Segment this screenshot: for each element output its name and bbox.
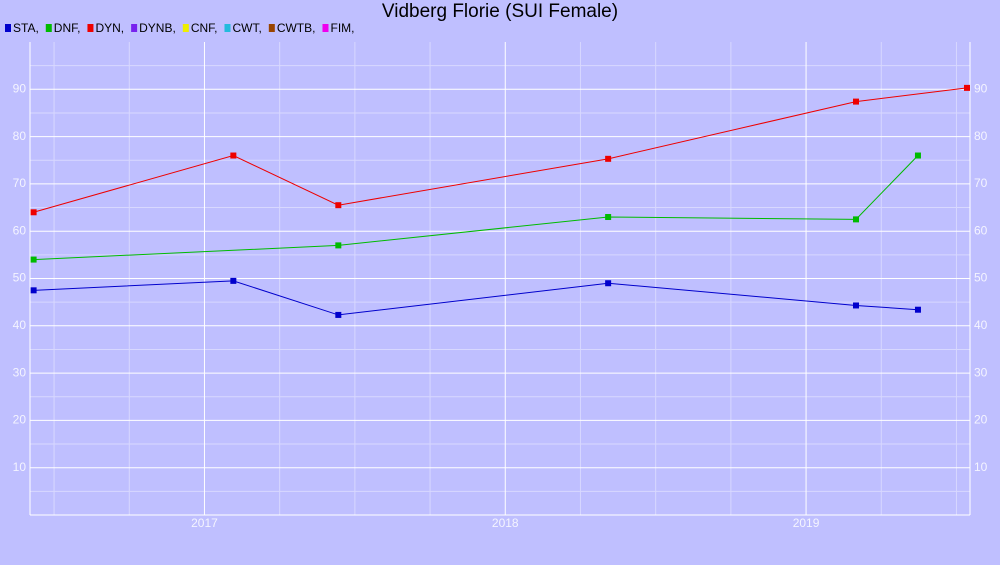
point <box>963 84 970 91</box>
y2-tick-label: 70 <box>974 176 988 190</box>
x-tick-label: 2017 <box>191 516 218 530</box>
y2-tick-label: 20 <box>974 413 988 427</box>
y-tick-label: 90 <box>13 81 27 95</box>
y-tick-label: 30 <box>13 365 27 379</box>
point <box>852 98 859 105</box>
series-line <box>33 87 968 213</box>
legend-swatch <box>182 24 189 32</box>
legend-label: DYNB, <box>139 21 176 35</box>
legend-swatch <box>131 24 138 32</box>
legend-swatch <box>45 24 52 32</box>
legend-swatch <box>5 24 11 32</box>
legend-label: DYN, <box>95 21 124 35</box>
point <box>335 242 342 249</box>
point <box>914 152 921 159</box>
point <box>605 214 612 221</box>
legend-label: CNF, <box>191 21 218 35</box>
point <box>605 280 612 287</box>
y-tick-label: 70 <box>13 176 27 190</box>
y-tick-label: 40 <box>13 318 27 332</box>
legend-label: STA, <box>13 21 39 35</box>
legend-label: CWT, <box>232 21 261 35</box>
point <box>230 152 237 159</box>
point <box>335 311 342 318</box>
y2-tick-label: 60 <box>974 223 988 237</box>
y-tick-label: 50 <box>13 271 27 285</box>
point <box>30 209 37 216</box>
point <box>335 202 342 209</box>
point <box>914 306 921 313</box>
y2-tick-label: 10 <box>974 460 988 474</box>
series-line <box>33 280 918 316</box>
y-tick-label: 60 <box>13 223 27 237</box>
x-tick-label: 2019 <box>793 516 820 530</box>
y-tick-label: 10 <box>13 460 27 474</box>
y2-tick-label: 90 <box>974 81 988 95</box>
point <box>852 302 859 309</box>
y2-tick-label: 50 <box>974 271 988 285</box>
legend-label: CWTB, <box>277 21 316 35</box>
point <box>230 277 237 284</box>
legend-swatch <box>87 24 94 32</box>
y2-tick-label: 30 <box>974 365 988 379</box>
legend-swatch <box>268 24 275 32</box>
legend-swatch <box>224 24 231 32</box>
x-tick-label: 2018 <box>492 516 519 530</box>
y2-tick-label: 80 <box>974 129 988 143</box>
point <box>30 287 37 294</box>
legend-label: FIM, <box>330 21 354 35</box>
y-tick-label: 80 <box>13 129 27 143</box>
point <box>605 155 612 162</box>
point <box>30 256 37 263</box>
legend-label: DNF, <box>54 21 81 35</box>
y2-tick-label: 40 <box>974 318 988 332</box>
point <box>852 216 859 223</box>
chart-title: Vidberg Florie (SUI Female) <box>382 1 618 22</box>
legend-swatch <box>322 24 329 32</box>
y-tick-label: 20 <box>13 413 27 427</box>
